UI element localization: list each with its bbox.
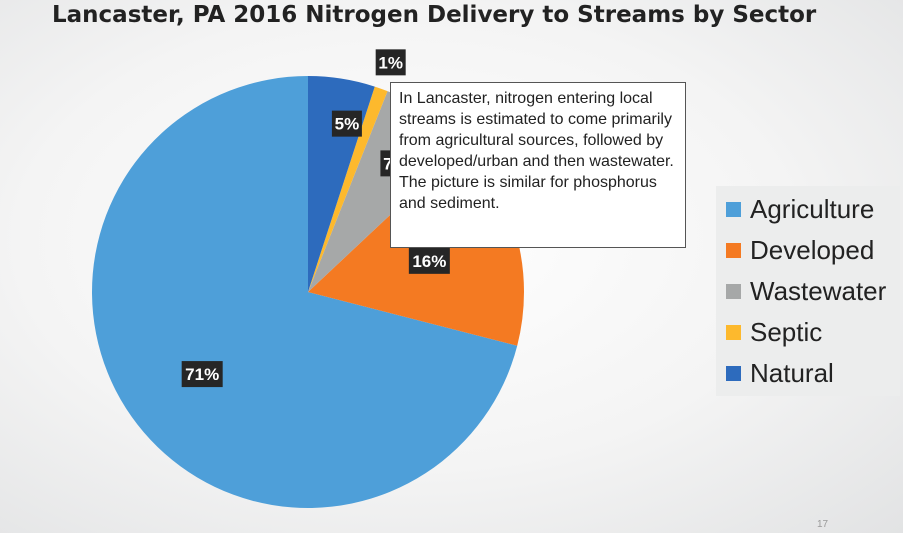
- legend-label-natural: Natural: [750, 357, 834, 388]
- data-label-box-developed: [408, 247, 450, 274]
- data-label-agriculture: 71%: [181, 361, 223, 388]
- legend-item-wastewater: Wastewater: [726, 276, 886, 306]
- data-label-natural: 5%: [331, 110, 362, 137]
- legend-label-developed: Developed: [750, 234, 875, 265]
- data-label-text-agriculture: 71%: [185, 365, 219, 384]
- pie-slice-septic: [308, 86, 388, 292]
- legend-swatch-agriculture: [726, 201, 741, 217]
- pie-slice-agriculture: [92, 76, 518, 508]
- legend-item-developed: Developed: [726, 235, 874, 265]
- data-label-text-septic: 1%: [378, 53, 403, 72]
- legend-swatch-septic: [726, 324, 741, 340]
- legend-item-agriculture: Agriculture: [726, 194, 874, 224]
- chart-title: Lancaster, PA 2016 Nitrogen Delivery to …: [52, 2, 817, 28]
- data-label-septic: 1%: [375, 49, 406, 76]
- legend-swatch-natural: [726, 365, 741, 381]
- data-label-text-developed: 16%: [412, 252, 446, 271]
- data-label-box-natural: [331, 110, 362, 137]
- legend-label-septic: Septic: [750, 316, 823, 347]
- legend-item-natural: Natural: [726, 358, 834, 388]
- page-number: 17: [817, 519, 829, 530]
- legend-label-agriculture: Agriculture: [750, 193, 875, 224]
- legend-swatch-wastewater: [726, 283, 741, 299]
- legend-swatch-developed: [726, 242, 741, 258]
- legend-label-wastewater: Wastewater: [750, 275, 887, 306]
- legend-item-septic: Septic: [726, 317, 822, 347]
- data-label-box-septic: [375, 49, 406, 76]
- chart-legend: Agriculture Developed Wastewater Septic …: [716, 186, 900, 396]
- callout-text-box: In Lancaster, nitrogen entering local st…: [390, 82, 686, 248]
- data-label-developed: 16%: [408, 247, 450, 274]
- data-label-text-natural: 5%: [335, 115, 360, 134]
- data-label-box-agriculture: [181, 361, 223, 388]
